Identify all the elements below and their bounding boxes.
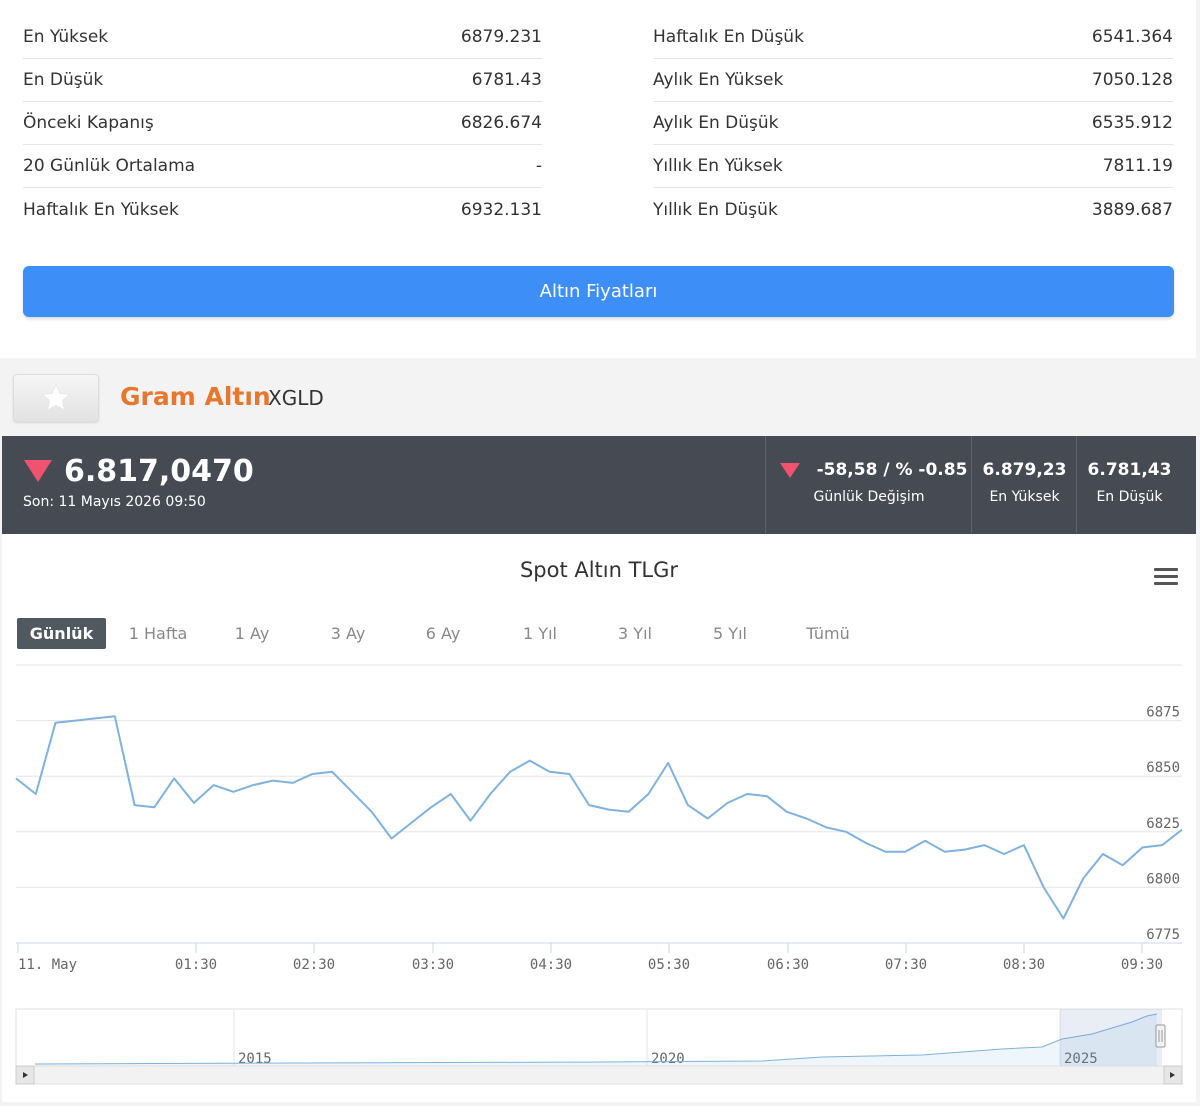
chart-title: Spot Altın TLGr bbox=[519, 558, 679, 582]
price-series-line bbox=[15, 715, 1183, 920]
stat-label: Yıllık En Yüksek bbox=[653, 156, 783, 176]
navigator-frame bbox=[15, 1008, 1183, 1067]
x-tick-label: 02:30 bbox=[293, 957, 335, 973]
scroll-left-icon bbox=[23, 1072, 28, 1078]
star-icon bbox=[41, 383, 71, 411]
stat-value: 7811.19 bbox=[1102, 156, 1173, 176]
stat-label: Aylık En Düşük bbox=[653, 113, 779, 133]
stat-value: 6781.43 bbox=[471, 70, 542, 90]
navigator-area bbox=[35, 1014, 1157, 1066]
day-high-value: 6.879,23 bbox=[982, 460, 1067, 480]
navigator-handle[interactable] bbox=[1155, 1024, 1166, 1048]
stats-column-right: Haftalık En Düşük 6541.364 Aylık En Yükse… bbox=[653, 16, 1173, 231]
asset-name: Gram Altın bbox=[120, 382, 271, 411]
stat-row: Haftalık En Yüksek 6932.131 bbox=[23, 188, 542, 231]
stat-row: Yıllık En Yüksek 7811.19 bbox=[653, 145, 1173, 188]
range-button-3-years[interactable]: 3 Yıl bbox=[618, 624, 652, 643]
stat-value: - bbox=[535, 156, 542, 176]
stats-card: En Yüksek 6879.231 En Düşük 6781.43 Önceki… bbox=[0, 0, 1196, 358]
last-update-time: Son: 11 Mayıs 2026 09:50 bbox=[23, 494, 206, 510]
x-tick-label: 07:30 bbox=[885, 957, 927, 973]
chart-card: Spot Altın TLGr Günlük 1 Hafta 1 Ay 3 Ay… bbox=[2, 534, 1196, 1102]
y-tick-label: 6775 bbox=[1146, 927, 1180, 943]
stat-row: En Yüksek 6879.231 bbox=[23, 16, 542, 59]
day-low-label: En Düşük bbox=[1096, 489, 1163, 505]
range-button-1-year[interactable]: 1 Yıl bbox=[523, 624, 557, 643]
x-tick-label: 11. May bbox=[18, 957, 77, 973]
stat-row: Önceki Kapanış 6826.674 bbox=[23, 102, 542, 145]
navigator-line bbox=[34, 1013, 1158, 1065]
stat-label: Aylık En Yüksek bbox=[653, 70, 784, 90]
stat-value: 6932.131 bbox=[460, 199, 542, 220]
divider bbox=[1076, 436, 1077, 534]
asset-code: XGLD bbox=[268, 386, 324, 410]
down-arrow-icon bbox=[780, 463, 800, 478]
range-button-daily[interactable]: Günlük bbox=[17, 618, 106, 649]
hamburger-menu-icon[interactable] bbox=[1154, 568, 1178, 588]
range-button-6-months[interactable]: 6 Ay bbox=[425, 624, 461, 643]
current-price: 6.817,0470 bbox=[64, 454, 254, 489]
stat-label: Haftalık En Düşük bbox=[653, 27, 804, 47]
daily-change-value: -58,58 / % -0.85 bbox=[816, 460, 968, 480]
stat-value: 7050.128 bbox=[1091, 70, 1173, 90]
stat-value: 6541.364 bbox=[1091, 27, 1173, 47]
navigator-tick-label: 2025 bbox=[1064, 1051, 1098, 1067]
range-button-1-month[interactable]: 1 Ay bbox=[234, 624, 270, 643]
stat-row: En Düşük 6781.43 bbox=[23, 59, 542, 102]
x-tick-label: 01:30 bbox=[175, 957, 217, 973]
stat-value: 6535.912 bbox=[1091, 113, 1173, 133]
x-tick-label: 06:30 bbox=[767, 957, 809, 973]
stat-label: Yıllık En Düşük bbox=[653, 199, 778, 220]
favorite-button[interactable] bbox=[13, 374, 99, 422]
stats-column-left: En Yüksek 6879.231 En Düşük 6781.43 Önceki… bbox=[23, 16, 542, 231]
y-tick-label: 6850 bbox=[1146, 760, 1180, 776]
x-tick-label: 09:30 bbox=[1121, 957, 1163, 973]
stat-value: 6826.674 bbox=[460, 113, 542, 133]
navigator-tick-label: 2020 bbox=[651, 1051, 685, 1067]
stat-label: En Düşük bbox=[23, 70, 104, 90]
range-button-1-week[interactable]: 1 Hafta bbox=[128, 624, 188, 643]
stat-row: Haftalık En Düşük 6541.364 bbox=[653, 16, 1173, 59]
stat-value: 6879.231 bbox=[460, 27, 542, 47]
navigator-selection bbox=[1060, 1009, 1162, 1066]
stat-row: Aylık En Yüksek 7050.128 bbox=[653, 59, 1173, 102]
asset-title-bar: Gram Altın XGLD bbox=[0, 360, 1200, 436]
divider bbox=[971, 436, 972, 534]
x-tick-label: 05:30 bbox=[648, 957, 690, 973]
y-tick-label: 6875 bbox=[1146, 705, 1180, 721]
day-low-value: 6.781,43 bbox=[1087, 460, 1172, 480]
stat-label: Haftalık En Yüksek bbox=[23, 199, 179, 220]
divider bbox=[765, 436, 766, 534]
day-high-label: En Yüksek bbox=[989, 489, 1060, 505]
price-bar: 6.817,0470 Son: 11 Mayıs 2026 09:50 -58,… bbox=[2, 436, 1196, 534]
stat-label: Önceki Kapanış bbox=[23, 113, 154, 133]
gold-prices-button[interactable]: Altın Fiyatları bbox=[23, 266, 1174, 317]
stat-label: En Yüksek bbox=[23, 27, 109, 47]
scroll-right-icon bbox=[1170, 1072, 1175, 1078]
y-tick-label: 6825 bbox=[1146, 816, 1180, 832]
daily-change-label: Günlük Değişim bbox=[813, 489, 925, 505]
navigator-scrollbar[interactable] bbox=[15, 1065, 1183, 1085]
x-tick-label: 04:30 bbox=[530, 957, 572, 973]
stat-label: 20 Günlük Ortalama bbox=[23, 156, 196, 176]
x-tick-label: 08:30 bbox=[1003, 957, 1045, 973]
y-tick-label: 6800 bbox=[1146, 871, 1180, 887]
range-button-all[interactable]: Tümü bbox=[806, 624, 850, 643]
stat-row: Yıllık En Düşük 3889.687 bbox=[653, 188, 1173, 231]
range-button-3-months[interactable]: 3 Ay bbox=[330, 624, 366, 643]
stat-row: Aylık En Düşük 6535.912 bbox=[653, 102, 1173, 145]
stat-row: 20 Günlük Ortalama - bbox=[23, 145, 542, 188]
range-button-5-years[interactable]: 5 Yıl bbox=[713, 624, 747, 643]
stat-value: 3889.687 bbox=[1091, 199, 1173, 220]
x-tick-label: 03:30 bbox=[412, 957, 454, 973]
price-chart[interactable]: 6775 6800 6825 6850 6875 11. May 01:30 02:30 03:… bbox=[2, 534, 1196, 1102]
down-arrow-icon bbox=[24, 460, 52, 482]
